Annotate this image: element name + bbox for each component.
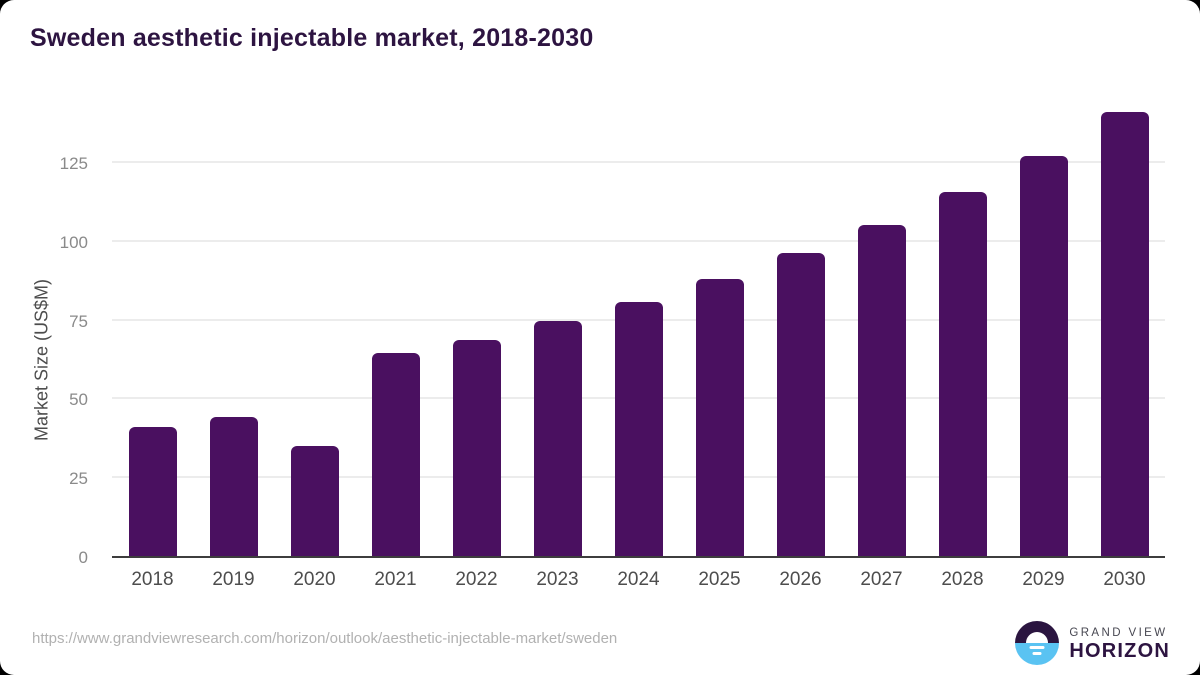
bar-slot bbox=[598, 99, 679, 556]
x-tick-label: 2026 bbox=[779, 569, 822, 590]
x-tick-label: 2028 bbox=[941, 569, 984, 590]
bar-slot bbox=[922, 99, 1003, 556]
plot-area bbox=[112, 99, 1165, 558]
y-tick-label: 0 bbox=[78, 548, 88, 567]
gridline bbox=[112, 239, 1165, 242]
bar-slot bbox=[355, 99, 436, 556]
x-axis-tick-labels: 2018 2019 2020 2021 2022 2023 2024 2025 2026 2027… bbox=[112, 569, 1165, 591]
y-axis-tick-labels: 0 25 50 75 100 125 bbox=[0, 99, 100, 567]
logo-brand-name: GRAND VIEW bbox=[1069, 626, 1168, 639]
x-tick-label: 2018 bbox=[131, 569, 174, 590]
sun-reflection-line bbox=[1029, 646, 1045, 649]
bar-slot bbox=[679, 99, 760, 556]
y-tick-label: 25 bbox=[69, 469, 88, 489]
sun-reflection-line bbox=[1032, 652, 1042, 655]
bar-2021 bbox=[371, 352, 420, 556]
x-tick-label: 2021 bbox=[374, 569, 417, 590]
bar-2029 bbox=[1019, 155, 1068, 556]
y-tick-label: 50 bbox=[69, 390, 88, 410]
grand-view-horizon-logo: GRAND VIEW HORIZON bbox=[1015, 621, 1170, 665]
bar-2025 bbox=[695, 278, 744, 556]
bar-slot bbox=[274, 99, 355, 556]
bar-slot bbox=[112, 99, 193, 556]
sun-icon bbox=[1026, 632, 1049, 643]
bar-slot bbox=[760, 99, 841, 556]
bar-slot bbox=[841, 99, 922, 556]
bar-2018 bbox=[128, 426, 177, 556]
logo-product-name: HORIZON bbox=[1069, 639, 1170, 662]
bar-2026 bbox=[776, 253, 825, 556]
y-tick-label: 75 bbox=[69, 311, 88, 331]
x-tick-label: 2027 bbox=[860, 569, 903, 590]
bar-2024 bbox=[614, 302, 663, 556]
bar-2028 bbox=[938, 191, 987, 556]
bar-slot bbox=[436, 99, 517, 556]
bar-2023 bbox=[533, 321, 582, 556]
bar-2027 bbox=[857, 225, 906, 556]
x-tick-label: 2024 bbox=[617, 569, 660, 590]
bar-slot bbox=[517, 99, 598, 556]
source-url: https://www.grandviewresearch.com/horizo… bbox=[32, 630, 618, 647]
bar-2019 bbox=[209, 417, 258, 556]
bar-slot bbox=[1003, 99, 1084, 556]
bar-2022 bbox=[452, 340, 501, 556]
x-tick-label: 2030 bbox=[1103, 569, 1146, 590]
page-title: Sweden aesthetic injectable market, 2018… bbox=[30, 24, 594, 52]
y-tick-label: 100 bbox=[59, 232, 88, 252]
x-tick-label: 2023 bbox=[536, 569, 579, 590]
x-tick-label: 2020 bbox=[293, 569, 336, 590]
horizon-sun-logo-icon bbox=[1015, 621, 1060, 665]
x-tick-label: 2029 bbox=[1022, 569, 1065, 590]
x-tick-label: 2025 bbox=[698, 569, 741, 590]
x-tick-label: 2022 bbox=[455, 569, 498, 590]
x-tick-label: 2019 bbox=[212, 569, 255, 590]
bar-slot bbox=[1084, 99, 1165, 556]
bar-series bbox=[112, 99, 1165, 556]
y-tick-label: 125 bbox=[59, 154, 88, 174]
bar-2020 bbox=[290, 445, 339, 556]
logo-text: GRAND VIEW HORIZON bbox=[1069, 626, 1170, 662]
bar-slot bbox=[193, 99, 274, 556]
bar-2030 bbox=[1100, 111, 1149, 556]
gridline bbox=[112, 161, 1165, 164]
